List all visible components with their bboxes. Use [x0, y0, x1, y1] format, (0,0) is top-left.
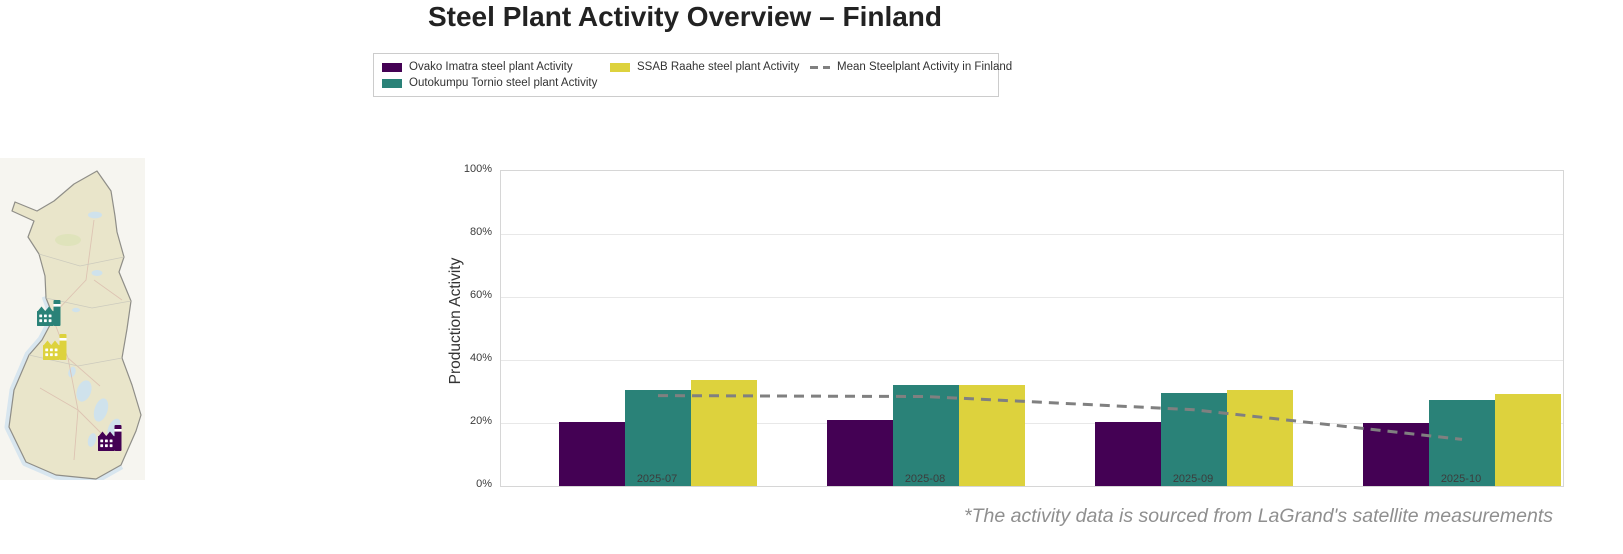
- terrain-patch: [55, 234, 81, 246]
- bar-2025-09-series-0: [1095, 421, 1161, 486]
- legend-item-mean-line: Mean Steelplant Activity in Finland: [810, 59, 1012, 75]
- finland-outline: [8, 170, 142, 480]
- legend-item-ssab-raahe: SSAB Raahe steel plant Activity: [610, 59, 810, 75]
- gridline: [501, 234, 1563, 235]
- legend-label: Outokumpu Tornio steel plant Activity: [409, 77, 598, 89]
- legend-label: Ovako Imatra steel plant Activity: [409, 61, 573, 73]
- bar-2025-08-series-2: [959, 385, 1025, 486]
- y-tick-label: 0%: [476, 478, 492, 490]
- x-tick-label: 2025-08: [904, 473, 946, 485]
- y-tick-label: 100%: [463, 163, 492, 175]
- ssab-raahe-swatch-icon: [610, 62, 630, 72]
- page-title: Steel Plant Activity Overview – Finland: [427, 1, 943, 32]
- bar-2025-08-series-0: [827, 420, 893, 486]
- bar-2025-07-series-0: [559, 421, 625, 486]
- bar-2025-08-series-1: [893, 384, 959, 486]
- y-axis-label: Production Activity: [447, 257, 464, 385]
- legend-item-outokumpu-tornio: Outokumpu Tornio steel plant Activity: [382, 75, 610, 91]
- dashed-line-icon: [810, 65, 830, 69]
- y-tick-label: 20%: [469, 415, 492, 427]
- gridline: [501, 423, 1563, 424]
- bar-2025-10-series-1: [1429, 400, 1495, 486]
- legend-label: SSAB Raahe steel plant Activity: [637, 61, 800, 73]
- source-footnote: *The activity data is sourced from LaGra…: [964, 505, 1553, 527]
- bar-2025-07-series-1: [625, 389, 691, 486]
- bar-2025-07-series-2: [691, 379, 757, 486]
- outokumpu-tornio-swatch-icon: [382, 78, 402, 88]
- legend-label: Mean Steelplant Activity in Finland: [837, 61, 1013, 73]
- bar-2025-09-series-2: [1227, 389, 1293, 486]
- ovako-imatra-swatch-icon: [382, 62, 402, 72]
- bar-2025-10-series-2: [1495, 393, 1561, 486]
- y-tick-label: 60%: [469, 289, 492, 301]
- finland-map: [0, 158, 145, 480]
- y-tick-label: 40%: [469, 352, 492, 364]
- gridline: [501, 360, 1563, 361]
- mean-activity-dashed-line: [657, 394, 1463, 441]
- x-tick-label: 2025-10: [1440, 473, 1482, 485]
- y-tick-label: 80%: [469, 226, 492, 238]
- gridline: [501, 297, 1563, 298]
- x-tick-label: 2025-07: [636, 473, 678, 485]
- bar-chart-plot-area: [500, 170, 1564, 487]
- x-tick-label: 2025-09: [1172, 473, 1214, 485]
- chart-legend: Ovako Imatra steel plant Activity Outoku…: [373, 53, 1012, 97]
- legend-item-ovako-imatra: Ovako Imatra steel plant Activity: [382, 59, 610, 75]
